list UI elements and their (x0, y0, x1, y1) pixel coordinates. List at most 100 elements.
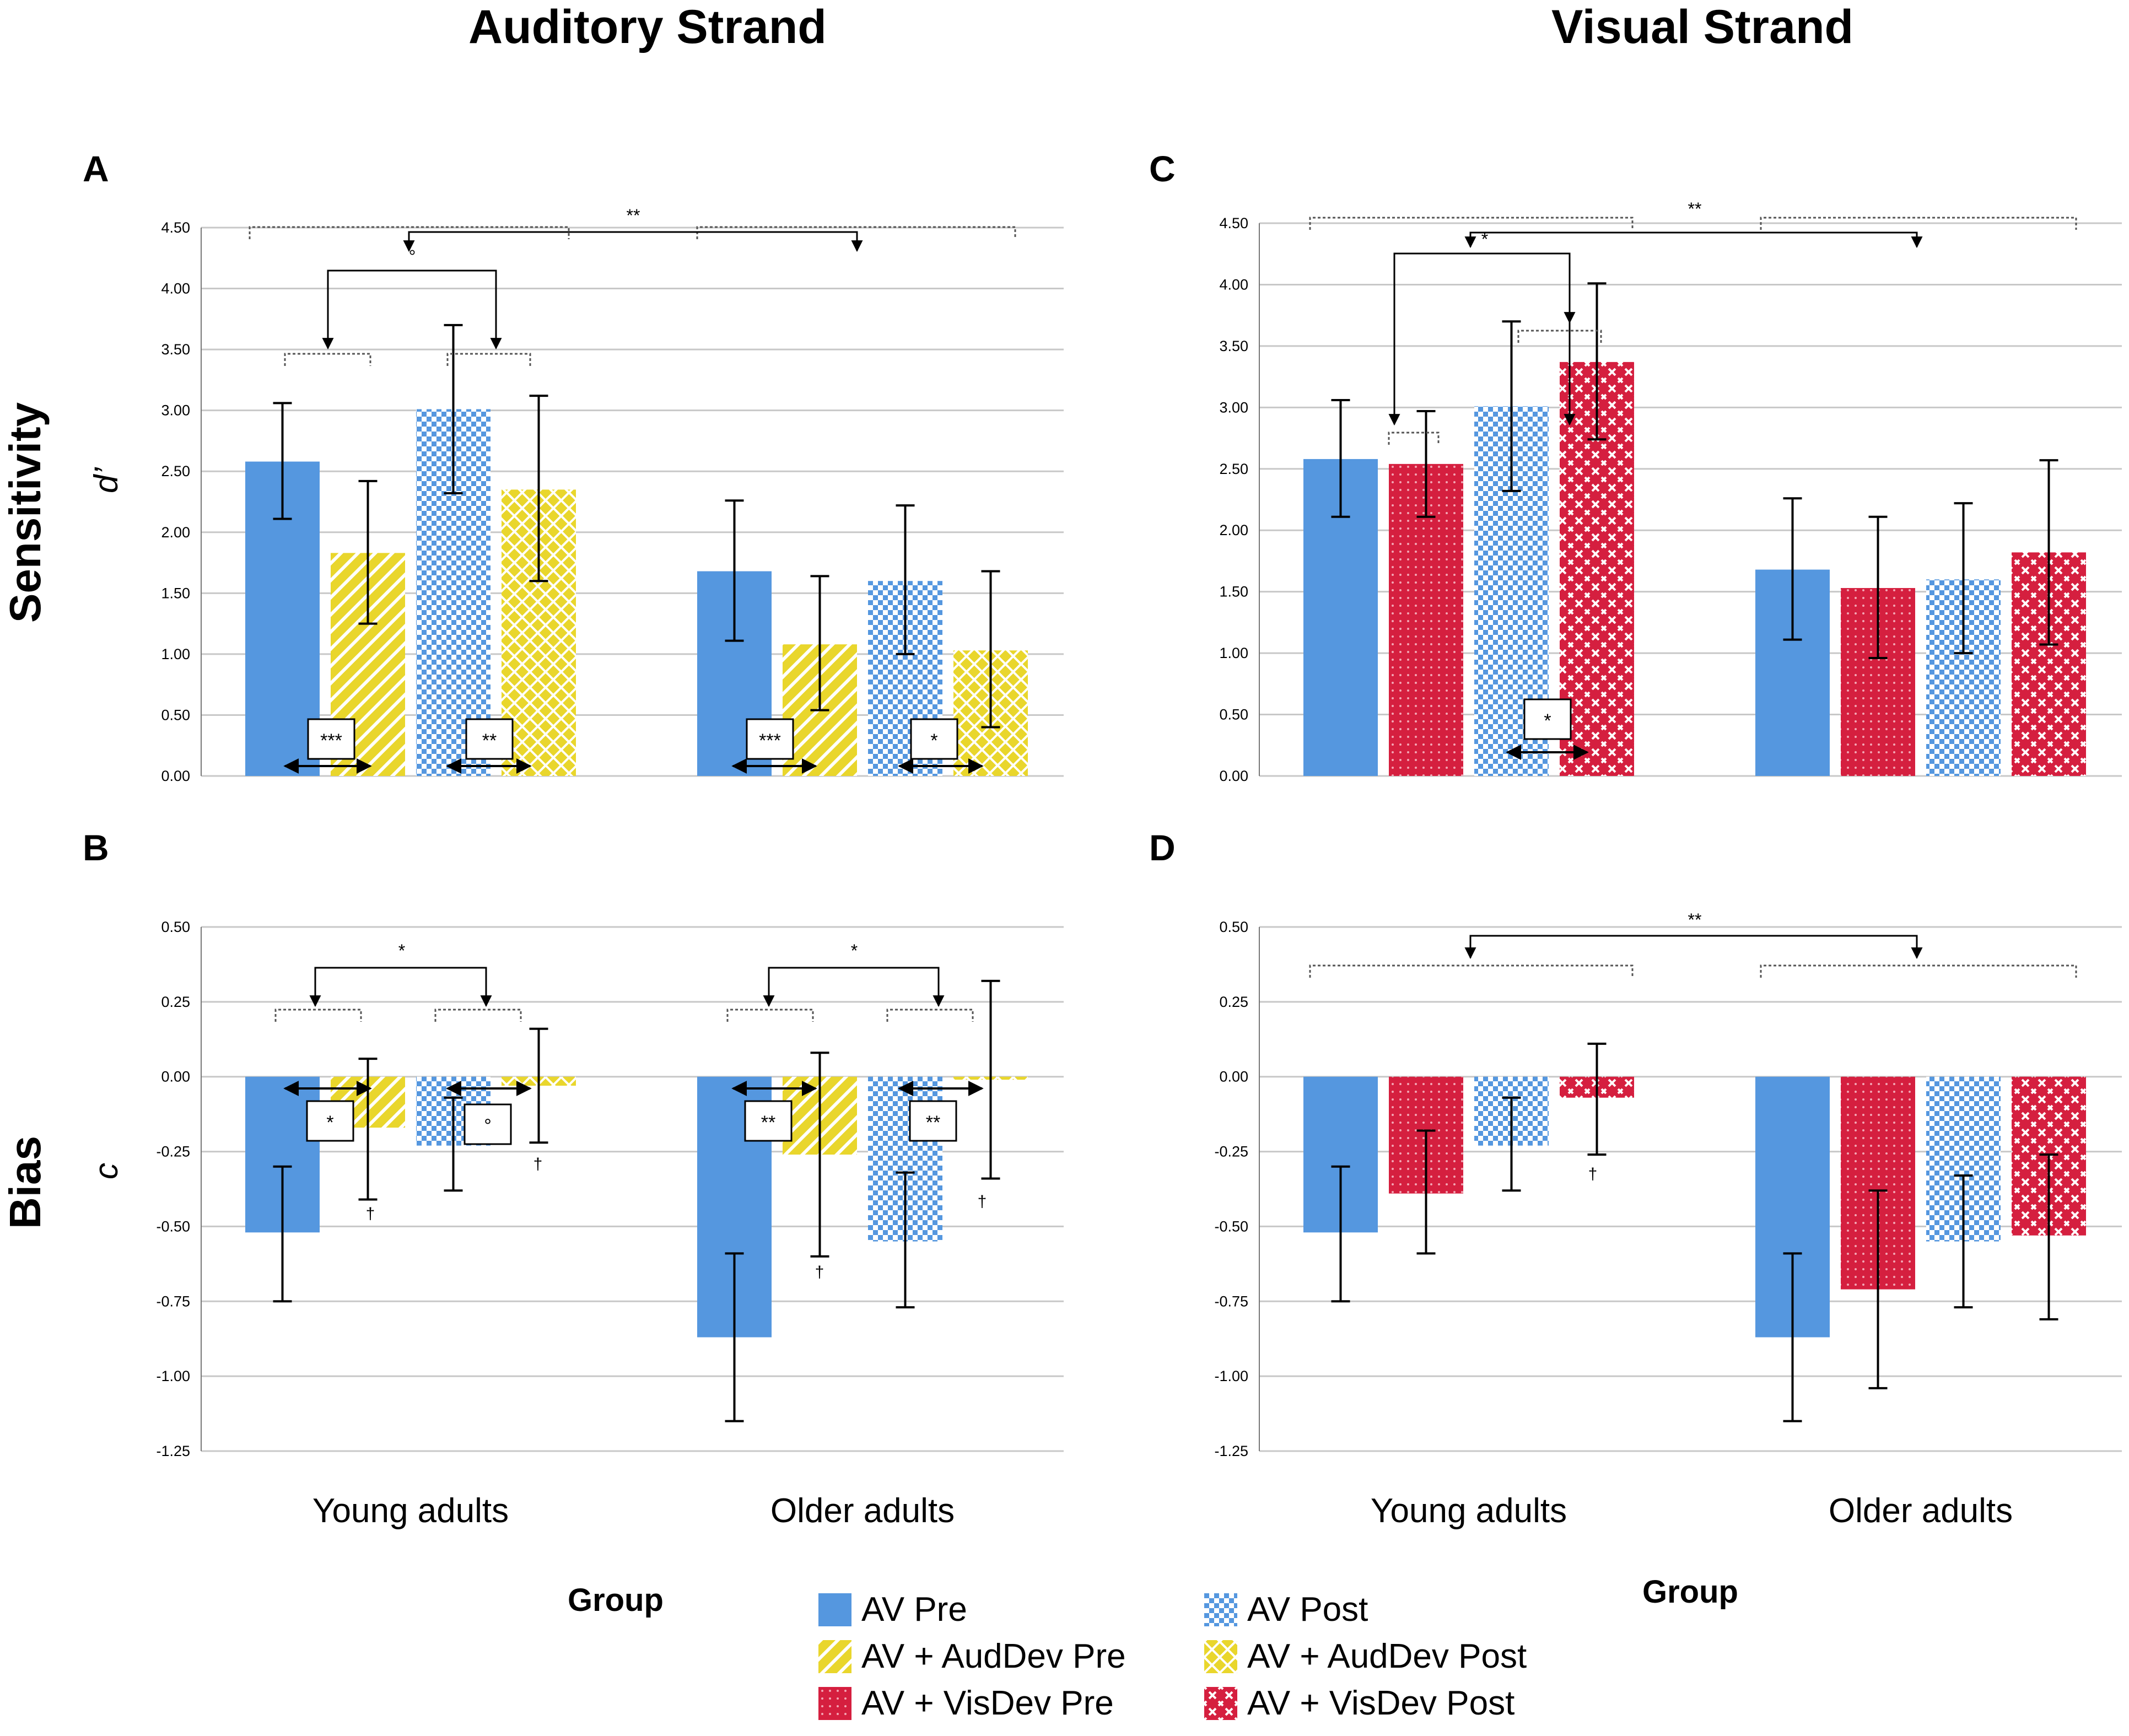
y-tick-label: 4.50 (1219, 215, 1248, 231)
sig-box (463, 1103, 512, 1145)
bracket-dashed (249, 226, 570, 239)
sig-label: *** (759, 730, 781, 751)
sig-box (307, 718, 355, 760)
sig-label: ° (409, 246, 416, 266)
category-label: Older adults (770, 1492, 955, 1530)
y-tick-label: 0.00 (1219, 1069, 1248, 1085)
dagger-label: † (978, 1193, 987, 1211)
sig-label: *** (320, 730, 342, 751)
sig-label: * (1544, 710, 1551, 731)
bracket-dashed (1309, 217, 1634, 230)
sig-box (910, 718, 958, 760)
legend-label: AV Post (1247, 1591, 1368, 1629)
y-tick-label: 4.00 (161, 281, 190, 297)
panel-letter-c: C (1149, 148, 1176, 189)
y-tick-label: 3.00 (161, 402, 190, 419)
y-tick-label: 1.50 (1219, 584, 1248, 600)
legend-label: AV + AudDev Pre (861, 1637, 1126, 1675)
charts-layer: 0.00 0.50 1.00 1.50 2.00 2.50 3.00 3.50 4.00 4.50… (156, 199, 2122, 1530)
legend-swatch-visdev-pre (818, 1686, 851, 1720)
bracket-dashed (446, 353, 531, 366)
y-tick-label: 4.00 (1219, 276, 1248, 293)
bracket-solid (763, 967, 945, 1007)
bracket-dashed (284, 353, 371, 366)
legend-item-audev-post: AV + AudDev Post (1204, 1637, 1527, 1676)
category-label: Young adults (1371, 1492, 1567, 1530)
bracket-dashed (274, 1009, 362, 1022)
sig-box (746, 718, 794, 760)
y-tick-label: 0.00 (1219, 768, 1248, 784)
y-tick-label: 2.00 (161, 524, 190, 541)
y-tick-label: 0.00 (161, 768, 190, 784)
legend-swatch-visdev-post (1204, 1686, 1237, 1720)
y-tick-label: -0.25 (156, 1144, 190, 1160)
legend-item-av-post: AV Post (1204, 1590, 1368, 1629)
panel-letter-b: B (83, 827, 109, 868)
group-title-right: Group (1642, 1574, 1738, 1610)
legend-label: AV + VisDev Pre (861, 1684, 1114, 1722)
sig-label: * (930, 730, 937, 751)
y-tick-label: -0.75 (156, 1293, 190, 1309)
legend-label: AV Pre (861, 1591, 967, 1629)
sig-label: ** (1688, 199, 1702, 219)
bracket-solid (1464, 935, 1923, 959)
sig-label: ** (1688, 910, 1702, 930)
sig-box (909, 1100, 957, 1142)
category-label: Older adults (1829, 1492, 2013, 1530)
category-label: Young adults (312, 1492, 509, 1530)
y-tick-label: -0.50 (1214, 1218, 1248, 1234)
bracket-dashed (726, 1009, 814, 1022)
y-tick-label: 0.25 (1219, 994, 1248, 1010)
auditory-strand-title: Auditory Strand (468, 1, 827, 53)
legend-item-audev-pre: AV + AudDev Pre (818, 1637, 1126, 1676)
group-title-left: Group (568, 1582, 664, 1618)
bracket-dashed (1760, 964, 2077, 978)
legend-item-visdev-pre: AV + VisDev Pre (818, 1684, 1114, 1723)
y-tick-label: 3.50 (161, 341, 190, 358)
dagger-label: † (533, 1155, 543, 1173)
bracket-solid (403, 231, 863, 252)
sig-label: ** (761, 1112, 775, 1133)
bracket-dashed (434, 1009, 522, 1022)
sig-box (1523, 698, 1572, 740)
sig-box (744, 1100, 793, 1142)
visual-strand-title: Visual Strand (1551, 1, 1854, 53)
sig-label: * (326, 1112, 333, 1133)
dagger-label: † (366, 1205, 375, 1223)
sig-box (465, 718, 514, 760)
y-tick-label: -1.25 (156, 1443, 190, 1459)
y-tick-label: 0.25 (161, 994, 190, 1010)
y-tick-label: 0.50 (1219, 707, 1248, 723)
sig-label: ** (926, 1112, 940, 1133)
y-tick-label: 0.00 (161, 1069, 190, 1085)
legend-item-visdev-post: AV + VisDev Post (1204, 1684, 1514, 1723)
y-tick-label: 3.50 (1219, 338, 1248, 354)
y-tick-label: 2.50 (161, 463, 190, 479)
y-tick-label: -1.00 (1214, 1368, 1248, 1384)
bracket-dashed (886, 1009, 974, 1022)
bracket-dashed (1760, 217, 2077, 230)
bracket-solid (1464, 231, 1923, 249)
sig-box (306, 1100, 354, 1142)
y-tick-label: 1.00 (161, 646, 190, 662)
sig-label: * (851, 941, 858, 961)
y-tick-label: 2.00 (1219, 522, 1248, 538)
sig-label: * (1481, 229, 1488, 249)
dagger-label: † (1588, 1165, 1598, 1183)
y-tick-label: -0.25 (1214, 1144, 1248, 1160)
sig-label: ** (627, 206, 640, 225)
bracket-dashed (1517, 330, 1602, 343)
bracket-dashed (1309, 964, 1634, 978)
y-tick-label: 0.50 (1219, 919, 1248, 935)
legend-label: AV + AudDev Post (1247, 1637, 1527, 1675)
sig-label: ** (482, 730, 497, 751)
y-tick-label: 1.00 (1219, 645, 1248, 661)
legend-item-av-pre: AV Pre (818, 1590, 967, 1629)
y-tick-label: 0.50 (161, 919, 190, 935)
legend-swatch-av-pre (818, 1593, 851, 1626)
bracket-solid (309, 967, 492, 1007)
y-tick-label: -0.50 (156, 1218, 190, 1234)
y-tick-label: 1.50 (161, 585, 190, 601)
y-tick-label: 2.50 (1219, 461, 1248, 477)
